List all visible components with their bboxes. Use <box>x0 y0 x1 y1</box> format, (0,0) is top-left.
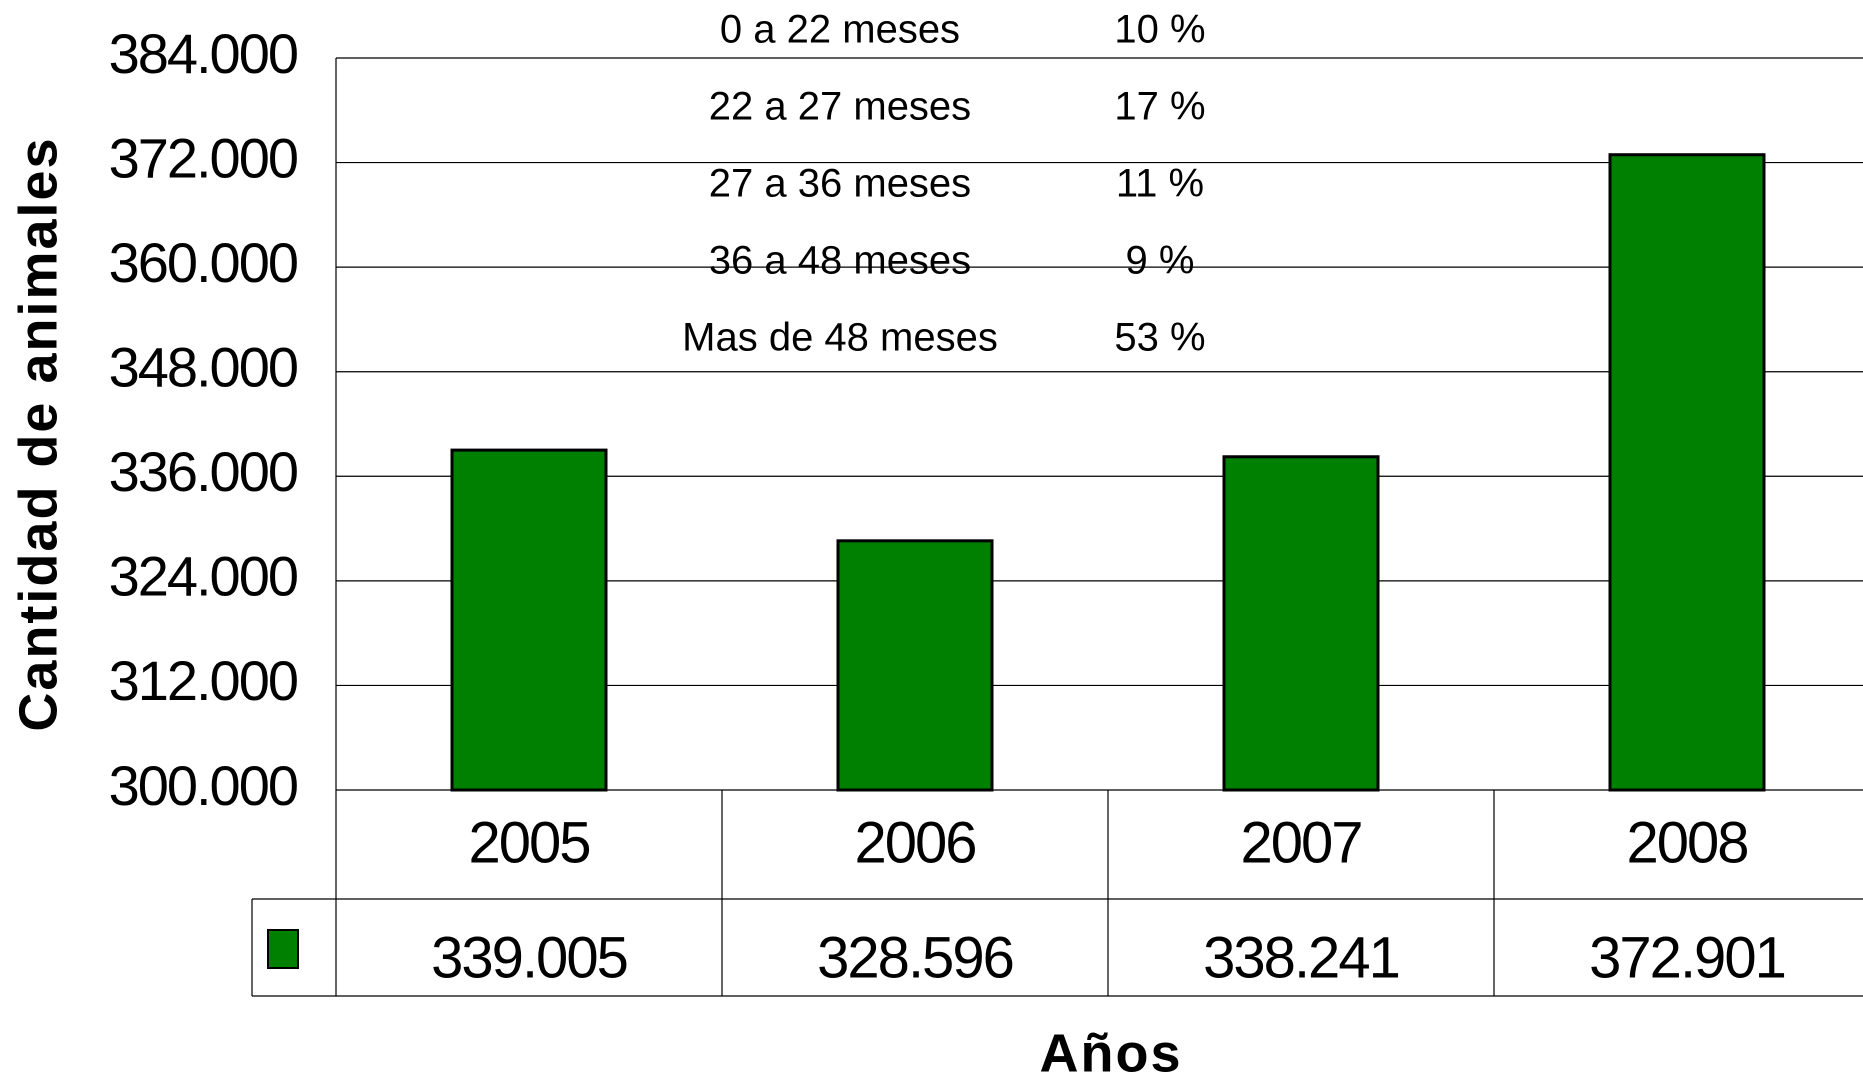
bar <box>1222 455 1380 792</box>
y-tick-label: 372.000 <box>109 126 297 189</box>
y-tick-label: 312.000 <box>109 649 297 712</box>
legend-swatch <box>267 929 299 969</box>
data-label: 339.005 <box>431 925 627 990</box>
x-tick-label: 2008 <box>1626 810 1747 875</box>
x-tick-label: 2007 <box>1240 810 1361 875</box>
y-tick-label: 336.000 <box>109 440 297 503</box>
bar <box>836 539 994 792</box>
y-tick-label: 324.000 <box>109 545 297 608</box>
annotation: 36 a 48 meses <box>709 239 971 283</box>
data-label: 372.901 <box>1589 925 1785 990</box>
y-tick-label: 348.000 <box>109 336 297 399</box>
bar <box>450 448 608 792</box>
annotation: 11 % <box>1116 162 1204 206</box>
x-tick-label: 2006 <box>854 810 975 875</box>
data-label: 328.596 <box>817 925 1013 990</box>
annotation: Mas de 48 meses <box>682 316 998 360</box>
annotation: 17 % <box>1114 85 1205 129</box>
x-tick-label: 2005 <box>468 810 589 875</box>
y-tick-label: 300.000 <box>109 754 297 817</box>
y-axis-title: Cantidad de animales <box>8 136 68 731</box>
annotation: 53 % <box>1114 316 1205 360</box>
data-label: 338.241 <box>1203 925 1399 990</box>
annotation: 27 a 36 meses <box>709 162 971 206</box>
annotation: 9 % <box>1126 239 1195 283</box>
y-tick-label: 384.000 <box>109 22 297 85</box>
annotation: 0 a 22 meses <box>720 8 960 52</box>
annotation: 10 % <box>1114 8 1205 52</box>
y-tick-label: 360.000 <box>109 231 297 294</box>
bar <box>1608 153 1766 792</box>
annotation: 22 a 27 meses <box>709 85 971 129</box>
x-axis-title: Años <box>1040 1023 1183 1083</box>
